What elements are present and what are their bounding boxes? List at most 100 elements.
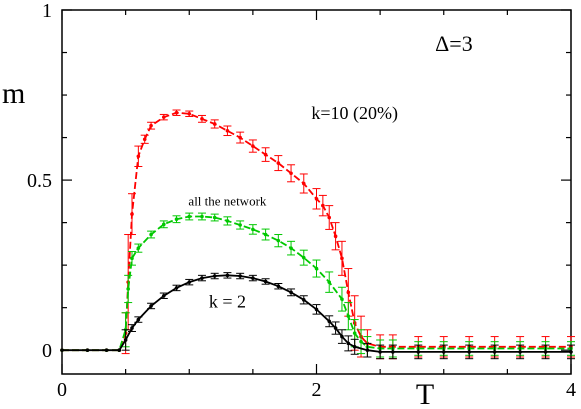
data-point [251, 276, 255, 280]
data-point [187, 111, 192, 116]
data-point [212, 215, 217, 220]
data-point [340, 256, 344, 261]
data-point [225, 128, 230, 133]
data-point [200, 117, 204, 121]
data-point [289, 171, 293, 176]
data-point [391, 350, 395, 354]
data-point [149, 304, 153, 308]
data-point [200, 276, 204, 280]
data-point [104, 348, 109, 352]
data-point [126, 287, 130, 291]
data-point [212, 274, 217, 278]
data-point [238, 223, 242, 227]
data-point [289, 246, 293, 250]
annotation-label: k=10 (20%) [311, 103, 398, 124]
data-point [130, 212, 134, 216]
data-point [321, 203, 325, 208]
data-point [263, 279, 268, 284]
data-point [251, 144, 255, 148]
data-point [200, 214, 204, 219]
data-point [174, 217, 179, 222]
annotation-label: k = 2 [209, 292, 246, 312]
y-tick-label: 1 [42, 0, 52, 22]
data-point [543, 350, 548, 354]
data-point [492, 350, 497, 354]
data-point [359, 339, 363, 344]
data-point [352, 331, 357, 335]
data-point [136, 246, 141, 250]
data-point [314, 197, 319, 201]
x-axis-label: T [416, 378, 434, 409]
data-point [238, 274, 242, 278]
data-point [263, 152, 268, 157]
data-point [142, 137, 147, 142]
data-point [301, 181, 306, 186]
y-tick-label: 0 [42, 340, 52, 362]
data-point [467, 350, 472, 354]
data-point [136, 154, 141, 159]
data-point [416, 350, 421, 354]
data-point [340, 297, 344, 301]
data-point [251, 227, 255, 232]
data-point [162, 222, 166, 227]
series-line [62, 111, 571, 352]
annotation-label: all the network [188, 194, 266, 209]
data-point [162, 293, 166, 298]
data-point [136, 317, 141, 322]
data-point [301, 298, 306, 302]
series-layer [60, 109, 575, 360]
data-point [276, 238, 281, 243]
data-point [130, 256, 134, 261]
data-point [333, 234, 338, 239]
data-point [187, 280, 192, 284]
x-tick-label: 4 [566, 379, 576, 401]
data-point [174, 286, 179, 290]
data-point [378, 350, 382, 354]
data-point [276, 284, 281, 289]
data-point [365, 348, 370, 352]
data-point [130, 326, 134, 330]
data-point [327, 280, 332, 284]
annotation-label: Δ=3 [435, 31, 473, 56]
data-point [333, 326, 338, 330]
data-point [346, 314, 351, 318]
series-1 [60, 212, 575, 358]
data-point [162, 115, 166, 119]
x-tick-label: 2 [312, 379, 322, 401]
data-point [149, 123, 153, 128]
data-point [340, 334, 344, 339]
data-point [441, 350, 446, 354]
data-point [225, 219, 230, 223]
data-point [263, 232, 268, 237]
data-point [149, 232, 153, 237]
y-axis-label: m [2, 77, 25, 110]
data-point [238, 135, 242, 140]
data-point [117, 348, 122, 352]
series-line [62, 274, 571, 353]
data-point [327, 319, 332, 324]
data-point [569, 350, 573, 354]
series-line [62, 215, 571, 352]
series-2 [60, 272, 575, 360]
data-point [346, 290, 351, 295]
data-point [352, 344, 357, 349]
data-point [276, 161, 281, 165]
ticks [61, 9, 572, 374]
data-point [123, 338, 128, 342]
data-point [60, 348, 64, 352]
data-point [225, 273, 230, 278]
data-point [301, 255, 306, 260]
y-tick-label: 0.5 [27, 170, 52, 192]
data-point [289, 290, 293, 295]
data-point [85, 348, 90, 352]
data-point [314, 307, 319, 312]
data-point [518, 350, 522, 354]
data-point [187, 214, 192, 219]
data-point [327, 215, 332, 220]
data-point [314, 266, 319, 271]
data-point [174, 110, 179, 115]
x-tick-label: 0 [57, 379, 67, 401]
data-point [212, 122, 217, 126]
